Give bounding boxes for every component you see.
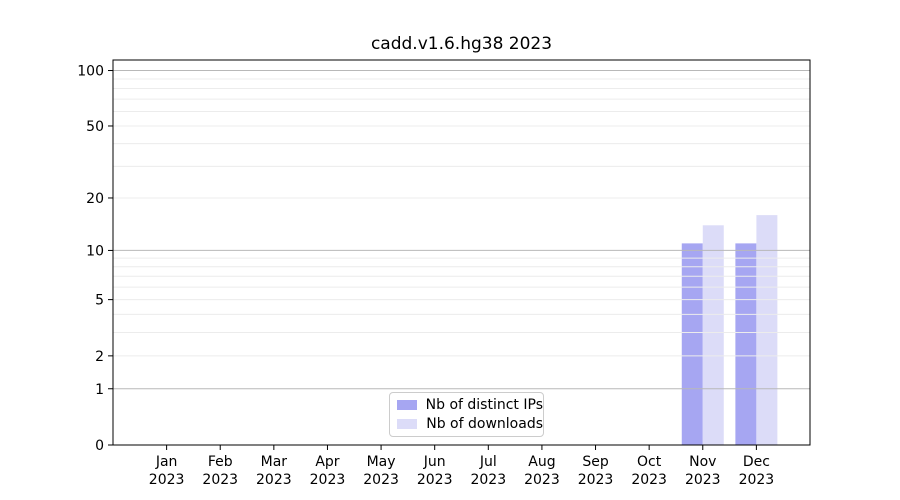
y-tick-label: 1	[95, 382, 104, 398]
x-tick-label-year: 2023	[685, 472, 721, 488]
x-tick-label-year: 2023	[417, 472, 453, 488]
x-tick-label-year: 2023	[470, 472, 506, 488]
x-tick-label-year: 2023	[631, 472, 667, 488]
x-tick-label-month: Jun	[423, 454, 446, 470]
x-tick-label-year: 2023	[524, 472, 560, 488]
y-tick-label: 50	[86, 119, 104, 135]
x-tick-label-year: 2023	[149, 472, 185, 488]
x-tick-label-year: 2023	[739, 472, 775, 488]
legend-label-distinct-ips: Nb of distinct IPs	[425, 397, 543, 413]
legend-swatch-distinct-ips	[397, 400, 417, 410]
y-tick-label: 0	[95, 438, 104, 454]
bar-downloads-dec	[756, 215, 778, 445]
x-tick-label-month: Apr	[315, 454, 339, 470]
legend-swatch-downloads	[397, 419, 418, 429]
legend: Nb of distinct IPs Nb of downloads	[389, 392, 544, 437]
x-tick-label-year: 2023	[363, 472, 399, 488]
plot-border	[112, 59, 811, 446]
y-tick-label: 5	[95, 293, 104, 309]
legend-item-downloads: Nb of downloads	[397, 417, 543, 431]
x-tick-label-month: Aug	[528, 454, 555, 470]
y-tick-label: 10	[86, 243, 104, 259]
x-tick-label-month: Mar	[261, 454, 288, 470]
legend-label-downloads: Nb of downloads	[426, 416, 543, 432]
x-tick-label-month: Oct	[637, 454, 662, 470]
y-tick-label: 2	[95, 349, 104, 365]
x-tick-label-year: 2023	[578, 472, 614, 488]
bar-distinct-ips-nov	[681, 243, 703, 445]
bar-distinct-ips-dec	[735, 243, 757, 445]
x-tick-label-year: 2023	[202, 472, 238, 488]
x-tick-label-month: Jul	[479, 454, 497, 470]
x-tick-label-month: May	[367, 454, 396, 470]
x-tick-label-month: Jan	[155, 454, 178, 470]
y-tick-label: 100	[77, 64, 104, 80]
x-tick-label-month: Sep	[582, 454, 609, 470]
x-tick-label-month: Feb	[208, 454, 233, 470]
x-tick-label-year: 2023	[310, 472, 346, 488]
bar-downloads-nov	[702, 225, 724, 445]
x-tick-label-year: 2023	[256, 472, 292, 488]
y-tick-label: 20	[86, 191, 104, 207]
x-tick-label-month: Dec	[743, 454, 770, 470]
legend-item-distinct-ips: Nb of distinct IPs	[397, 398, 543, 412]
x-tick-label-month: Nov	[689, 454, 716, 470]
chart-title: cadd.v1.6.hg38 2023	[370, 34, 553, 54]
